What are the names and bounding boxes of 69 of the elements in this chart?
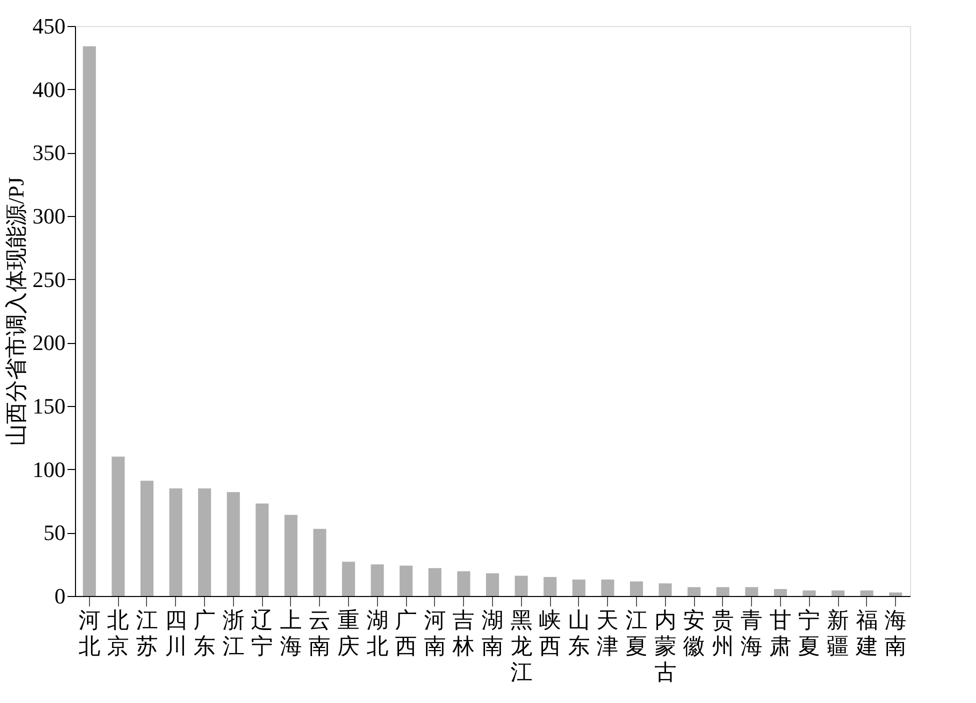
bar xyxy=(544,577,557,596)
bar xyxy=(745,587,758,596)
x-tick-label: 内蒙古 xyxy=(654,608,676,684)
y-tick-label: 300 xyxy=(32,204,66,228)
x-tick-label: 贵州 xyxy=(712,608,734,658)
x-tick-label: 新疆 xyxy=(827,608,850,658)
bar xyxy=(601,580,614,596)
bar xyxy=(400,566,413,596)
x-tick-label: 北京 xyxy=(107,608,130,658)
bar xyxy=(140,480,154,596)
bar xyxy=(313,528,326,596)
x-tick-label: 峡西 xyxy=(539,608,562,658)
x-tick-label: 广西 xyxy=(395,608,418,658)
bar xyxy=(169,488,182,596)
x-tick-label: 四川 xyxy=(164,608,187,658)
x-tick-label: 吉林 xyxy=(452,608,475,658)
bar xyxy=(630,581,643,596)
x-tick-label: 江苏 xyxy=(136,608,158,658)
x-tick-label: 青海 xyxy=(740,608,763,658)
bar xyxy=(342,562,356,596)
bar xyxy=(716,587,730,596)
y-tick-label: 100 xyxy=(32,456,66,482)
x-tick-label: 江夏 xyxy=(625,608,648,658)
x-tick-label: 上海 xyxy=(280,608,302,658)
x-tick-label: 河南 xyxy=(424,608,446,658)
bar xyxy=(688,587,701,596)
x-tick-label: 浙江 xyxy=(222,608,244,658)
y-tick-label: 250 xyxy=(32,266,66,292)
bar xyxy=(284,514,298,596)
x-tick-label: 黑龙江 xyxy=(510,608,532,684)
y-tick-label: 400 xyxy=(32,76,66,102)
x-tick-label: 安徽 xyxy=(683,608,706,658)
y-tick-label: 50 xyxy=(44,520,66,546)
x-tick-label: 重庆 xyxy=(338,608,360,658)
bar xyxy=(226,492,240,596)
bar xyxy=(370,564,384,596)
y-tick-label: 350 xyxy=(32,140,66,166)
x-tick-label: 广东 xyxy=(194,608,216,658)
y-axis-title: 山西分省市调入体现能源/PJ xyxy=(4,176,28,446)
bar xyxy=(860,590,874,596)
bar xyxy=(428,568,442,596)
bar xyxy=(82,46,96,596)
x-tick-label: 湖北 xyxy=(366,608,388,658)
bar xyxy=(514,576,528,596)
bar xyxy=(457,571,470,596)
bar xyxy=(832,590,845,596)
bar xyxy=(198,488,212,596)
x-tick-label: 宁夏 xyxy=(798,608,820,658)
bar xyxy=(572,580,586,596)
x-tick-label: 福建 xyxy=(854,608,878,658)
x-tick-label: 海南 xyxy=(884,608,907,658)
x-tick-label: 湖南 xyxy=(482,608,504,658)
x-tick-label: 辽宁 xyxy=(251,608,274,658)
x-tick-label: 甘肃 xyxy=(769,608,792,658)
bar xyxy=(802,590,816,596)
bar xyxy=(486,573,499,596)
x-tick-label: 河北 xyxy=(78,608,100,658)
bar xyxy=(112,456,125,596)
bar xyxy=(889,592,902,596)
y-tick-label: 450 xyxy=(32,14,66,38)
bar xyxy=(256,504,269,596)
x-tick-label: 山东 xyxy=(568,608,590,658)
x-tick-label: 云南 xyxy=(308,608,331,658)
y-tick-label: 200 xyxy=(32,330,66,356)
y-tick-label: 150 xyxy=(32,394,66,418)
x-tick-label: 天津 xyxy=(596,608,619,658)
bar xyxy=(658,583,672,596)
y-tick-label: 0 xyxy=(54,584,66,608)
bar xyxy=(774,589,787,596)
